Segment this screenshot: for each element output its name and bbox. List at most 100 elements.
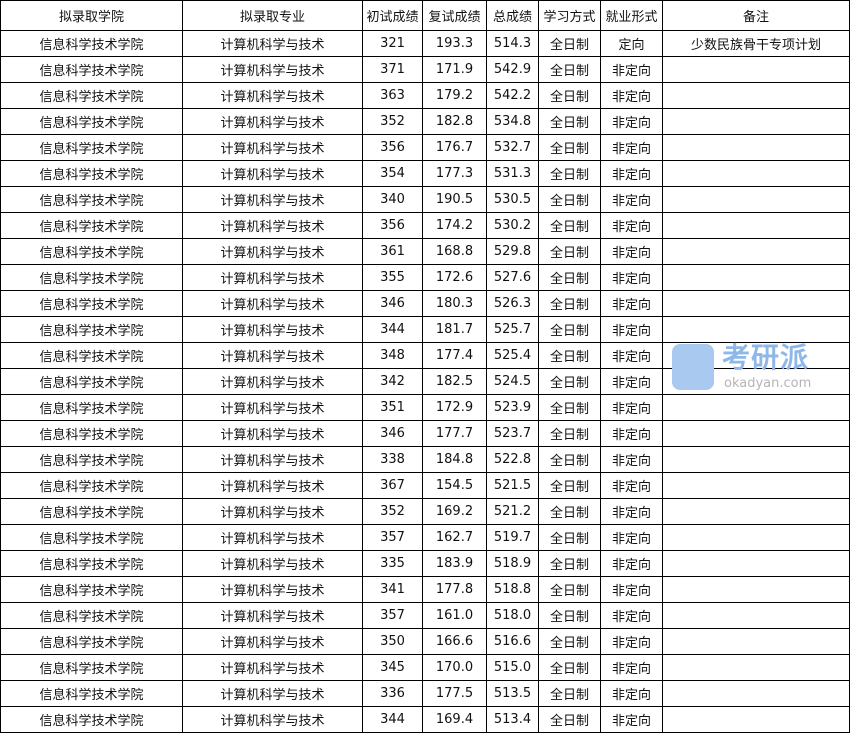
header-row: 拟录取学院 拟录取专业 初试成绩 复试成绩 总成绩 学习方式 就业形式 备注 — [0, 0, 850, 31]
cell-study-mode: 全日制 — [538, 108, 601, 135]
cell-study-mode: 全日制 — [538, 186, 601, 213]
cell-employment-type: 非定向 — [600, 316, 663, 343]
cell-employment-type: 非定向 — [600, 524, 663, 551]
cell-employment-type: 非定向 — [600, 550, 663, 577]
cell-major: 计算机科学与技术 — [182, 134, 363, 161]
cell-college: 信息科学技术学院 — [0, 680, 183, 707]
cell-study-mode: 全日制 — [538, 498, 601, 525]
column-header-total-score: 总成绩 — [486, 0, 539, 31]
cell-prelim-score: 344 — [362, 706, 423, 733]
cell-prelim-score: 355 — [362, 264, 423, 291]
cell-total-score: 526.3 — [486, 290, 539, 317]
cell-remarks — [662, 368, 850, 395]
cell-remarks — [662, 342, 850, 369]
cell-major: 计算机科学与技术 — [182, 212, 363, 239]
cell-college: 信息科学技术学院 — [0, 134, 183, 161]
table-row: 信息科学技术学院 计算机科学与技术 346 177.7 523.7 全日制 非定向 — [0, 420, 850, 447]
cell-total-score: 529.8 — [486, 238, 539, 265]
cell-prelim-score: 346 — [362, 420, 423, 447]
cell-major: 计算机科学与技术 — [182, 186, 363, 213]
cell-retest-score: 174.2 — [422, 212, 487, 239]
table-row: 信息科学技术学院 计算机科学与技术 335 183.9 518.9 全日制 非定向 — [0, 550, 850, 577]
cell-study-mode: 全日制 — [538, 134, 601, 161]
table-row: 信息科学技术学院 计算机科学与技术 346 180.3 526.3 全日制 非定向 — [0, 290, 850, 317]
cell-prelim-score: 338 — [362, 446, 423, 473]
cell-retest-score: 172.9 — [422, 394, 487, 421]
cell-study-mode: 全日制 — [538, 316, 601, 343]
cell-study-mode: 全日制 — [538, 82, 601, 109]
cell-employment-type: 定向 — [600, 30, 663, 57]
cell-college: 信息科学技术学院 — [0, 420, 183, 447]
cell-retest-score: 161.0 — [422, 602, 487, 629]
cell-study-mode: 全日制 — [538, 524, 601, 551]
cell-employment-type: 非定向 — [600, 108, 663, 135]
cell-major: 计算机科学与技术 — [182, 498, 363, 525]
cell-total-score: 513.4 — [486, 706, 539, 733]
cell-study-mode: 全日制 — [538, 446, 601, 473]
cell-study-mode: 全日制 — [538, 238, 601, 265]
cell-major: 计算机科学与技术 — [182, 602, 363, 629]
cell-study-mode: 全日制 — [538, 212, 601, 239]
cell-total-score: 514.3 — [486, 30, 539, 57]
cell-study-mode: 全日制 — [538, 550, 601, 577]
cell-remarks — [662, 602, 850, 629]
cell-major: 计算机科学与技术 — [182, 446, 363, 473]
cell-prelim-score: 336 — [362, 680, 423, 707]
cell-employment-type: 非定向 — [600, 134, 663, 161]
cell-major: 计算机科学与技术 — [182, 368, 363, 395]
cell-college: 信息科学技术学院 — [0, 446, 183, 473]
cell-retest-score: 162.7 — [422, 524, 487, 551]
column-header-college: 拟录取学院 — [0, 0, 183, 31]
table-row: 信息科学技术学院 计算机科学与技术 357 162.7 519.7 全日制 非定向 — [0, 524, 850, 551]
cell-prelim-score: 371 — [362, 56, 423, 83]
cell-prelim-score: 354 — [362, 160, 423, 187]
cell-retest-score: 169.2 — [422, 498, 487, 525]
cell-college: 信息科学技术学院 — [0, 264, 183, 291]
cell-remarks — [662, 628, 850, 655]
cell-total-score: 523.9 — [486, 394, 539, 421]
cell-retest-score: 170.0 — [422, 654, 487, 681]
cell-retest-score: 181.7 — [422, 316, 487, 343]
cell-total-score: 530.2 — [486, 212, 539, 239]
cell-total-score: 513.5 — [486, 680, 539, 707]
cell-prelim-score: 356 — [362, 134, 423, 161]
cell-remarks — [662, 576, 850, 603]
cell-major: 计算机科学与技术 — [182, 30, 363, 57]
cell-employment-type: 非定向 — [600, 628, 663, 655]
cell-college: 信息科学技术学院 — [0, 290, 183, 317]
column-header-study-mode: 学习方式 — [538, 0, 601, 31]
cell-prelim-score: 361 — [362, 238, 423, 265]
cell-employment-type: 非定向 — [600, 264, 663, 291]
cell-college: 信息科学技术学院 — [0, 706, 183, 733]
cell-prelim-score: 342 — [362, 368, 423, 395]
cell-study-mode: 全日制 — [538, 602, 601, 629]
cell-total-score: 519.7 — [486, 524, 539, 551]
cell-remarks: 少数民族骨干专项计划 — [662, 30, 850, 57]
table-row: 信息科学技术学院 计算机科学与技术 352 169.2 521.2 全日制 非定向 — [0, 498, 850, 525]
cell-total-score: 521.5 — [486, 472, 539, 499]
cell-remarks — [662, 212, 850, 239]
cell-employment-type: 非定向 — [600, 706, 663, 733]
table-row: 信息科学技术学院 计算机科学与技术 354 177.3 531.3 全日制 非定向 — [0, 160, 850, 187]
cell-major: 计算机科学与技术 — [182, 56, 363, 83]
cell-employment-type: 非定向 — [600, 394, 663, 421]
cell-employment-type: 非定向 — [600, 680, 663, 707]
cell-college: 信息科学技术学院 — [0, 160, 183, 187]
cell-study-mode: 全日制 — [538, 160, 601, 187]
table-row: 信息科学技术学院 计算机科学与技术 348 177.4 525.4 全日制 非定向 — [0, 342, 850, 369]
cell-college: 信息科学技术学院 — [0, 394, 183, 421]
cell-total-score: 542.9 — [486, 56, 539, 83]
cell-prelim-score: 350 — [362, 628, 423, 655]
cell-major: 计算机科学与技术 — [182, 550, 363, 577]
column-header-prelim-score: 初试成绩 — [362, 0, 423, 31]
cell-employment-type: 非定向 — [600, 498, 663, 525]
cell-study-mode: 全日制 — [538, 368, 601, 395]
cell-retest-score: 183.9 — [422, 550, 487, 577]
cell-major: 计算机科学与技术 — [182, 316, 363, 343]
cell-remarks — [662, 56, 850, 83]
cell-major: 计算机科学与技术 — [182, 264, 363, 291]
cell-remarks — [662, 82, 850, 109]
table-row: 信息科学技术学院 计算机科学与技术 361 168.8 529.8 全日制 非定向 — [0, 238, 850, 265]
cell-remarks — [662, 550, 850, 577]
